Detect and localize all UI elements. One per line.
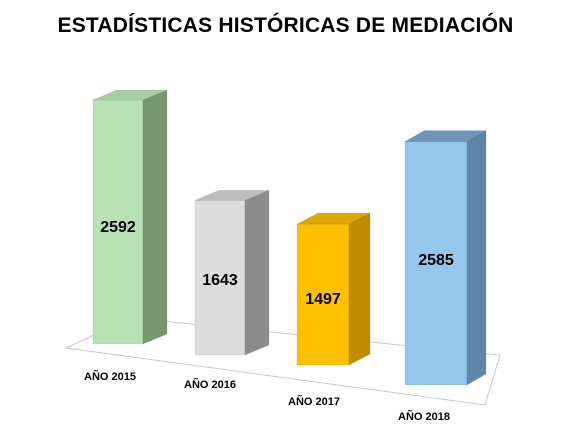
data-label: 1643: [202, 272, 238, 289]
data-label: 2585: [418, 252, 454, 269]
chart-title: ESTADÍSTICAS HISTÓRICAS DE MEDIACIÓN: [57, 14, 514, 37]
bars-layer: [92, 89, 488, 386]
x-tick-label: AÑO 2017: [288, 395, 340, 408]
bar: [296, 212, 371, 366]
bar-side: [142, 89, 168, 345]
bar-top: [92, 89, 168, 101]
bar-side: [466, 130, 487, 386]
bar-top: [403, 130, 488, 142]
bar-side: [244, 189, 270, 356]
bar: [403, 130, 488, 386]
x-tick-label: AÑO 2018: [398, 410, 450, 423]
bar-top: [194, 190, 270, 201]
x-tick-label: AÑO 2015: [84, 370, 136, 383]
bar-top: [296, 212, 371, 225]
data-label: 2592: [100, 219, 136, 236]
bar: [194, 189, 270, 356]
bar: [92, 89, 168, 345]
data-label: 1497: [305, 291, 341, 308]
labels-layer: 2592 AÑO 2015 1643 AÑO 2016 1497 AÑO 2017 2585…: [84, 219, 454, 423]
x-tick-label: AÑO 2016: [184, 378, 236, 391]
bar-side: [348, 212, 371, 366]
